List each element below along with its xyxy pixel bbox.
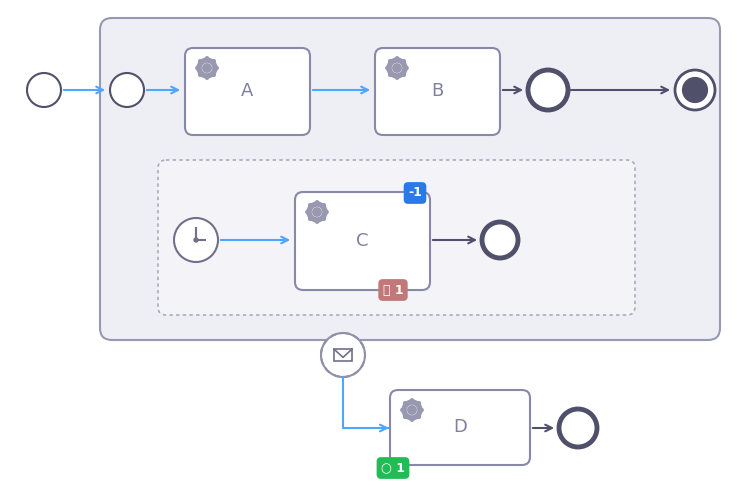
Circle shape: [410, 417, 414, 422]
Circle shape: [205, 76, 209, 80]
Circle shape: [198, 73, 203, 77]
Circle shape: [195, 66, 200, 70]
Text: ❗ 1: ❗ 1: [383, 283, 403, 296]
Circle shape: [559, 409, 597, 447]
Circle shape: [321, 217, 326, 221]
Circle shape: [410, 398, 414, 403]
FancyBboxPatch shape: [158, 160, 635, 315]
Text: B: B: [431, 83, 444, 100]
Circle shape: [400, 408, 405, 412]
Circle shape: [416, 415, 421, 419]
Circle shape: [388, 73, 392, 77]
FancyBboxPatch shape: [375, 48, 500, 135]
Text: -1: -1: [408, 186, 422, 200]
Circle shape: [392, 63, 402, 73]
Circle shape: [675, 70, 715, 110]
Text: D: D: [453, 418, 467, 436]
Circle shape: [202, 63, 212, 73]
Circle shape: [27, 73, 61, 107]
Circle shape: [324, 210, 329, 214]
Circle shape: [315, 200, 319, 205]
Circle shape: [407, 405, 417, 415]
Circle shape: [416, 401, 421, 405]
Circle shape: [205, 56, 209, 60]
Circle shape: [315, 219, 319, 224]
Circle shape: [214, 66, 219, 70]
Circle shape: [419, 408, 424, 412]
Circle shape: [321, 333, 365, 377]
Circle shape: [528, 70, 568, 110]
Circle shape: [308, 203, 312, 207]
FancyBboxPatch shape: [295, 192, 430, 290]
Circle shape: [403, 415, 408, 419]
Circle shape: [194, 238, 198, 242]
Circle shape: [312, 207, 322, 217]
Text: A: A: [241, 83, 254, 100]
FancyBboxPatch shape: [100, 18, 720, 340]
Text: ○ 1: ○ 1: [381, 462, 405, 474]
Circle shape: [388, 59, 392, 64]
Circle shape: [403, 401, 408, 405]
Text: C: C: [356, 232, 368, 250]
Bar: [334, 349, 352, 361]
Circle shape: [212, 73, 216, 77]
Circle shape: [402, 59, 406, 64]
Circle shape: [174, 218, 218, 262]
Circle shape: [402, 73, 406, 77]
Circle shape: [395, 56, 399, 60]
Circle shape: [395, 76, 399, 80]
Circle shape: [321, 203, 326, 207]
Circle shape: [405, 66, 409, 70]
Circle shape: [110, 73, 144, 107]
Circle shape: [385, 66, 390, 70]
Circle shape: [482, 222, 518, 258]
Circle shape: [682, 78, 708, 102]
FancyBboxPatch shape: [390, 390, 530, 465]
Circle shape: [308, 217, 312, 221]
Circle shape: [198, 59, 203, 64]
Circle shape: [305, 210, 310, 214]
FancyBboxPatch shape: [185, 48, 310, 135]
Circle shape: [212, 59, 216, 64]
